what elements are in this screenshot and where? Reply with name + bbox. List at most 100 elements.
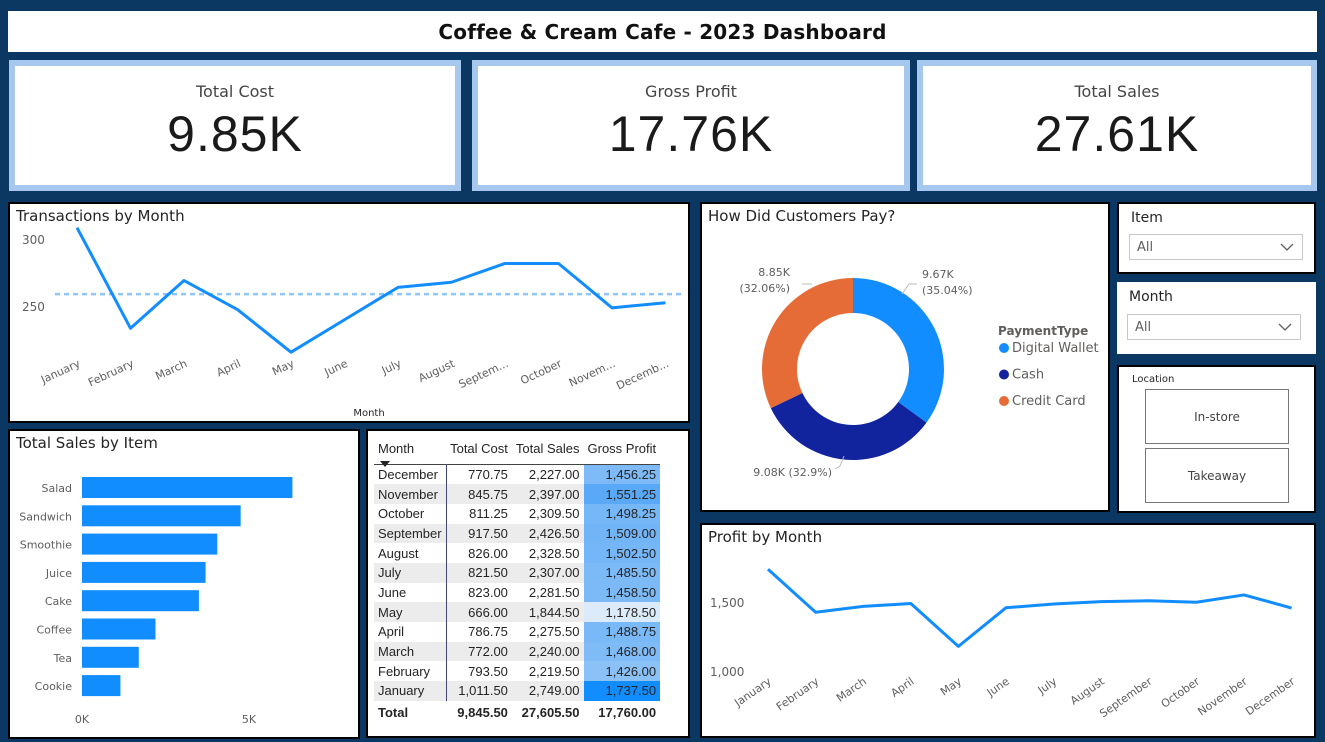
bar-juice[interactable] <box>82 561 206 583</box>
table-row[interactable]: August 826.00 2,328.50 1,502.50 <box>374 543 661 563</box>
profit-by-month-visual[interactable]: Profit by Month 1,500 1,000 January Febru… <box>700 523 1316 738</box>
slicer-title: Location <box>1132 374 1175 385</box>
total-cost-cell: 811.25 <box>469 506 508 522</box>
visual-title: Total Sales by Item <box>16 434 158 452</box>
x-tick-label: 0K <box>75 713 90 726</box>
gross-profit-cell: 1,178.50 <box>583 602 661 622</box>
legend-marker <box>999 343 1009 353</box>
table-row[interactable]: November 845.75 2,397.00 1,551.25 <box>374 484 661 504</box>
column-header-total-sales[interactable]: Total Sales <box>515 441 580 456</box>
month-dropdown[interactable]: All <box>1127 314 1301 340</box>
slice-cash[interactable] <box>770 393 927 460</box>
x-tick-label: July <box>379 357 404 378</box>
payment-donut-chart: 9.67K (35.04%) 8.85K (32.06%) 9.08K (32.… <box>739 266 1099 479</box>
table-row[interactable]: February 793.50 2,219.50 1,426.00 <box>374 661 661 682</box>
x-tick-label: September <box>1097 675 1155 721</box>
kpi-card-total-sales[interactable]: Total Sales 27.61K <box>917 60 1317 191</box>
slice-digital-wallet[interactable] <box>853 278 944 423</box>
x-tick-label: June <box>322 357 350 379</box>
table-row[interactable]: May 666.00 1,844.50 1,178.50 <box>374 602 661 622</box>
bar-smoothie[interactable] <box>82 533 218 555</box>
transactions-by-month-visual[interactable]: Transactions by Month 300 250 January Feb… <box>8 202 690 423</box>
profit-series-line <box>766 568 1292 648</box>
total-sales-cell: 2,240.00 <box>511 641 584 662</box>
location-option-takeaway[interactable]: Takeaway <box>1145 448 1289 503</box>
x-tick-label: May <box>938 675 964 699</box>
x-tick-label: February <box>774 675 822 714</box>
legend-item-label[interactable]: Digital Wallet <box>1012 341 1099 356</box>
bar-sandwich[interactable] <box>82 505 241 527</box>
chevron-down-icon <box>1278 323 1292 331</box>
x-tick-label: October <box>1159 675 1203 711</box>
location-option-in-store[interactable]: In-store <box>1145 389 1289 444</box>
column-header-total-cost[interactable]: Total Cost <box>450 441 508 456</box>
gross-profit-cell: 1,468.00 <box>583 641 661 662</box>
category-label: Cake <box>45 595 72 608</box>
month-cell: May <box>374 602 447 622</box>
category-label: Smoothie <box>20 539 72 552</box>
payment-type-visual[interactable]: How Did Customers Pay? 9.67K (35.04%) 8.… <box>700 202 1110 512</box>
x-tick-label: December <box>1243 675 1298 719</box>
table-row[interactable]: July 821.50 2,307.00 1,485.50 <box>374 562 661 583</box>
gross-profit-cell: 1,498.25 <box>583 503 661 524</box>
x-tick-label: July <box>1035 675 1060 698</box>
table-row[interactable]: January 1,011.50 2,749.00 1,737.50 <box>374 681 661 701</box>
category-label: Salad <box>41 482 72 495</box>
total-sales-value: 27,605.50 <box>521 705 580 721</box>
legend-item-label[interactable]: Credit Card <box>1012 394 1086 409</box>
total-sales-by-item-visual[interactable]: Total Sales by Item Salad Sandwich Smoothi… <box>8 429 360 739</box>
monthly-financials-table[interactable]: Month Total Cost Total Sales Gross Profi… <box>366 429 690 738</box>
total-cost-value: 9,845.50 <box>457 705 508 721</box>
kpi-card-total-cost[interactable]: Total Cost 9.85K <box>9 60 461 191</box>
legend-marker <box>999 396 1009 406</box>
table-row[interactable]: October 811.25 2,309.50 1,498.25 <box>374 503 661 524</box>
profit-line-chart: 1,500 1,000 January February March April May… <box>710 568 1298 721</box>
total-sales-cell: 2,307.00 <box>511 562 584 583</box>
gross-profit-cell: 1,426.00 <box>583 661 661 682</box>
table-row[interactable]: December 770.75 2,227.00 1,456.25 <box>374 464 661 485</box>
x-tick-label: August <box>416 357 457 385</box>
total-cost-cell: 786.75 <box>468 624 508 640</box>
dropdown-value: All <box>1137 240 1154 255</box>
category-label: Coffee <box>36 624 72 637</box>
location-slicer[interactable]: Location In-store Takeaway <box>1117 365 1316 513</box>
x-tick-label: Decemb... <box>614 357 670 393</box>
kpi-label: Total Cost <box>195 82 275 101</box>
kpi-label: Gross Profit <box>645 82 737 101</box>
table-row[interactable]: September 917.50 2,426.50 1,509.00 <box>374 523 661 544</box>
transactions-line-chart: 300 250 January February March April May June… <box>22 226 682 419</box>
bar-tea[interactable] <box>82 646 139 668</box>
total-sales-cell: 2,426.50 <box>511 523 584 544</box>
total-cost-cell: 1,011.50 <box>446 681 512 701</box>
month-slicer[interactable]: Month All <box>1117 282 1316 354</box>
total-label: Total <box>378 705 409 721</box>
x-tick-label: October <box>518 357 564 388</box>
column-header-gross-profit[interactable]: Gross Profit <box>587 441 657 456</box>
bar-cookie[interactable] <box>82 675 121 697</box>
total-cost-cell: 826.00 <box>468 545 508 561</box>
slice-credit-card[interactable] <box>762 278 853 409</box>
kpi-value: 17.76K <box>608 106 774 162</box>
kpi-card-gross-profit[interactable]: Gross Profit 17.76K <box>472 60 910 191</box>
item-dropdown[interactable]: All <box>1129 234 1303 260</box>
total-cost-cell: 770.75 <box>468 467 508 483</box>
item-slicer[interactable]: Item All <box>1117 202 1316 274</box>
bar-salad[interactable] <box>82 477 293 498</box>
bar-cake[interactable] <box>82 590 199 612</box>
visual-title: How Did Customers Pay? <box>708 207 896 225</box>
gross-profit-cell: 1,551.25 <box>583 484 661 504</box>
x-tick-label: November <box>1195 675 1250 719</box>
visual-title: Profit by Month <box>708 528 823 546</box>
category-label: Sandwich <box>19 510 72 523</box>
column-header-month[interactable]: Month <box>374 435 446 467</box>
x-tick-label: April <box>214 357 242 379</box>
table-total-row: Total 9,845.50 27,605.50 17,760.00 <box>374 701 660 725</box>
kpi-label: Total Sales <box>1074 82 1160 101</box>
table-row[interactable]: April 786.75 2,275.50 1,488.75 <box>374 622 661 642</box>
table-row[interactable]: March 772.00 2,240.00 1,468.00 <box>374 641 661 662</box>
bar-coffee[interactable] <box>82 618 156 640</box>
table-row[interactable]: June 823.00 2,281.50 1,458.50 <box>374 582 661 603</box>
month-cell: November <box>374 484 447 504</box>
legend-item-label[interactable]: Cash <box>1012 368 1044 383</box>
x-axis-title: Month <box>353 408 384 419</box>
